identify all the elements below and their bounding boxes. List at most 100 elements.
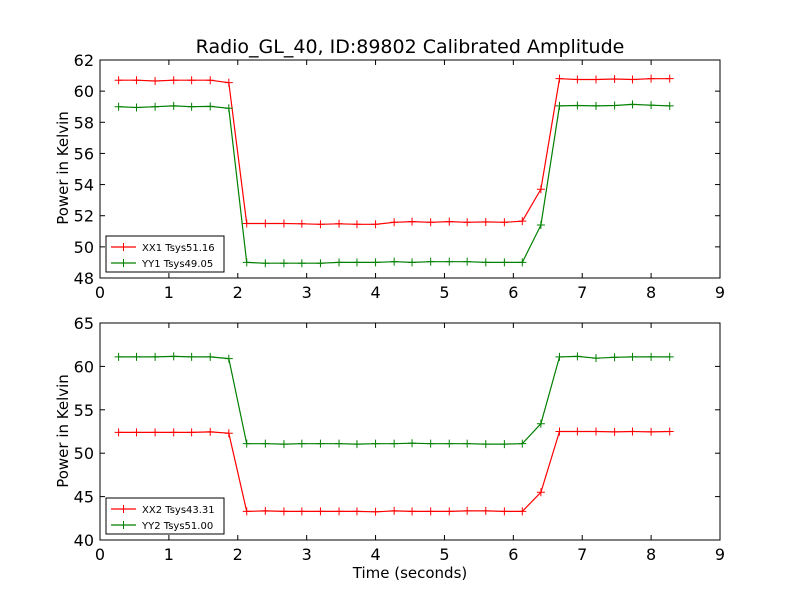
data-point — [518, 507, 527, 516]
x-tick-label: 4 — [370, 545, 380, 564]
y-axis-label-bottom: Power in Kelvin — [54, 374, 72, 488]
y-axis-label-top: Power in Kelvin — [54, 111, 72, 225]
legend-bottom: XX2 Tsys43.31 YY2 Tsys51.00 — [105, 497, 225, 535]
y-tick-label: 56 — [74, 144, 94, 163]
chart-title: Radio_GL_40, ID:89802 Calibrated Amplitu… — [196, 36, 625, 58]
data-point — [352, 507, 361, 516]
data-point — [316, 507, 325, 516]
data-point — [132, 76, 141, 85]
data-point — [335, 258, 344, 267]
data-point — [316, 220, 325, 229]
data-point — [352, 440, 361, 449]
series-line-xx1 — [118, 78, 670, 225]
data-point — [224, 78, 233, 87]
data-point — [279, 259, 288, 268]
legend-marker — [119, 521, 128, 529]
plot-frame-bottom — [99, 322, 721, 541]
data-point — [481, 506, 490, 515]
data-point — [592, 354, 600, 363]
data-point — [352, 220, 361, 229]
data-point — [555, 74, 564, 83]
data-point — [463, 439, 472, 448]
y-tick-label: 45 — [74, 488, 94, 507]
data-point — [573, 427, 582, 436]
data-point — [279, 219, 288, 228]
y-tick-label: 50 — [74, 444, 94, 463]
data-point — [536, 488, 545, 497]
y-tick-label: 40 — [74, 531, 94, 550]
data-point — [297, 507, 306, 516]
data-point — [573, 101, 582, 110]
x-tick-label: 8 — [646, 545, 656, 564]
data-point — [169, 352, 178, 361]
x-tick-label: 5 — [439, 545, 449, 564]
data-point — [224, 104, 233, 113]
data-point — [610, 74, 619, 83]
legend-box — [105, 235, 225, 273]
data-point — [500, 440, 509, 449]
data-point — [647, 427, 656, 436]
data-point — [610, 353, 619, 362]
data-point — [151, 428, 160, 437]
data-point — [335, 507, 344, 516]
data-point — [206, 102, 215, 111]
data-point — [206, 352, 215, 361]
data-point — [500, 507, 509, 516]
legend-label: YY2 Tsys51.00 — [141, 521, 213, 532]
data-point — [481, 440, 490, 449]
y-tick-label: 55 — [74, 401, 94, 420]
data-point — [665, 427, 674, 436]
data-point — [408, 439, 417, 448]
data-point — [371, 507, 380, 516]
data-point — [555, 352, 564, 361]
data-point — [335, 439, 344, 448]
data-point — [114, 428, 123, 437]
data-point — [316, 259, 325, 268]
data-point — [628, 352, 637, 361]
x-tick-label: 3 — [302, 283, 312, 302]
data-point — [352, 258, 361, 267]
data-point — [592, 101, 600, 110]
y-tick-label: 58 — [74, 113, 94, 132]
data-point — [408, 217, 417, 226]
data-point — [206, 427, 215, 436]
data-point — [297, 439, 306, 448]
data-point — [500, 218, 509, 227]
data-point — [592, 75, 600, 84]
y-tick-label: 48 — [74, 269, 94, 288]
x-tick-label: 2 — [233, 545, 243, 564]
data-point — [390, 218, 399, 227]
data-point — [114, 352, 123, 361]
legend-marker — [119, 505, 128, 513]
data-point — [610, 101, 619, 110]
legend-label: XX2 Tsys43.31 — [142, 505, 215, 516]
y-tick-label: 65 — [74, 314, 94, 333]
data-point — [169, 76, 178, 85]
x-tick-label: 7 — [577, 283, 587, 302]
data-point — [518, 439, 527, 448]
data-point — [371, 258, 380, 267]
x-tick-label: 5 — [439, 283, 449, 302]
y-tick-label: 62 — [74, 51, 94, 70]
legend-label: XX1 Tsys51.16 — [142, 243, 215, 254]
data-point — [279, 507, 288, 516]
data-point — [445, 439, 454, 448]
data-point — [665, 352, 674, 361]
data-point — [187, 352, 196, 361]
data-point — [426, 218, 435, 227]
data-point — [206, 76, 215, 85]
data-point — [647, 352, 656, 361]
data-point — [169, 101, 178, 110]
data-point — [628, 75, 637, 84]
x-tick-label: 1 — [164, 283, 174, 302]
data-point — [316, 439, 325, 448]
legend-marker — [119, 243, 128, 251]
data-point — [426, 439, 435, 448]
data-point — [647, 101, 656, 110]
data-point — [242, 219, 251, 228]
data-point — [610, 427, 619, 436]
data-point — [132, 428, 141, 437]
legend-top: XX1 Tsys51.16 YY1 Tsys49.05 — [105, 235, 225, 273]
data-point — [536, 221, 545, 230]
